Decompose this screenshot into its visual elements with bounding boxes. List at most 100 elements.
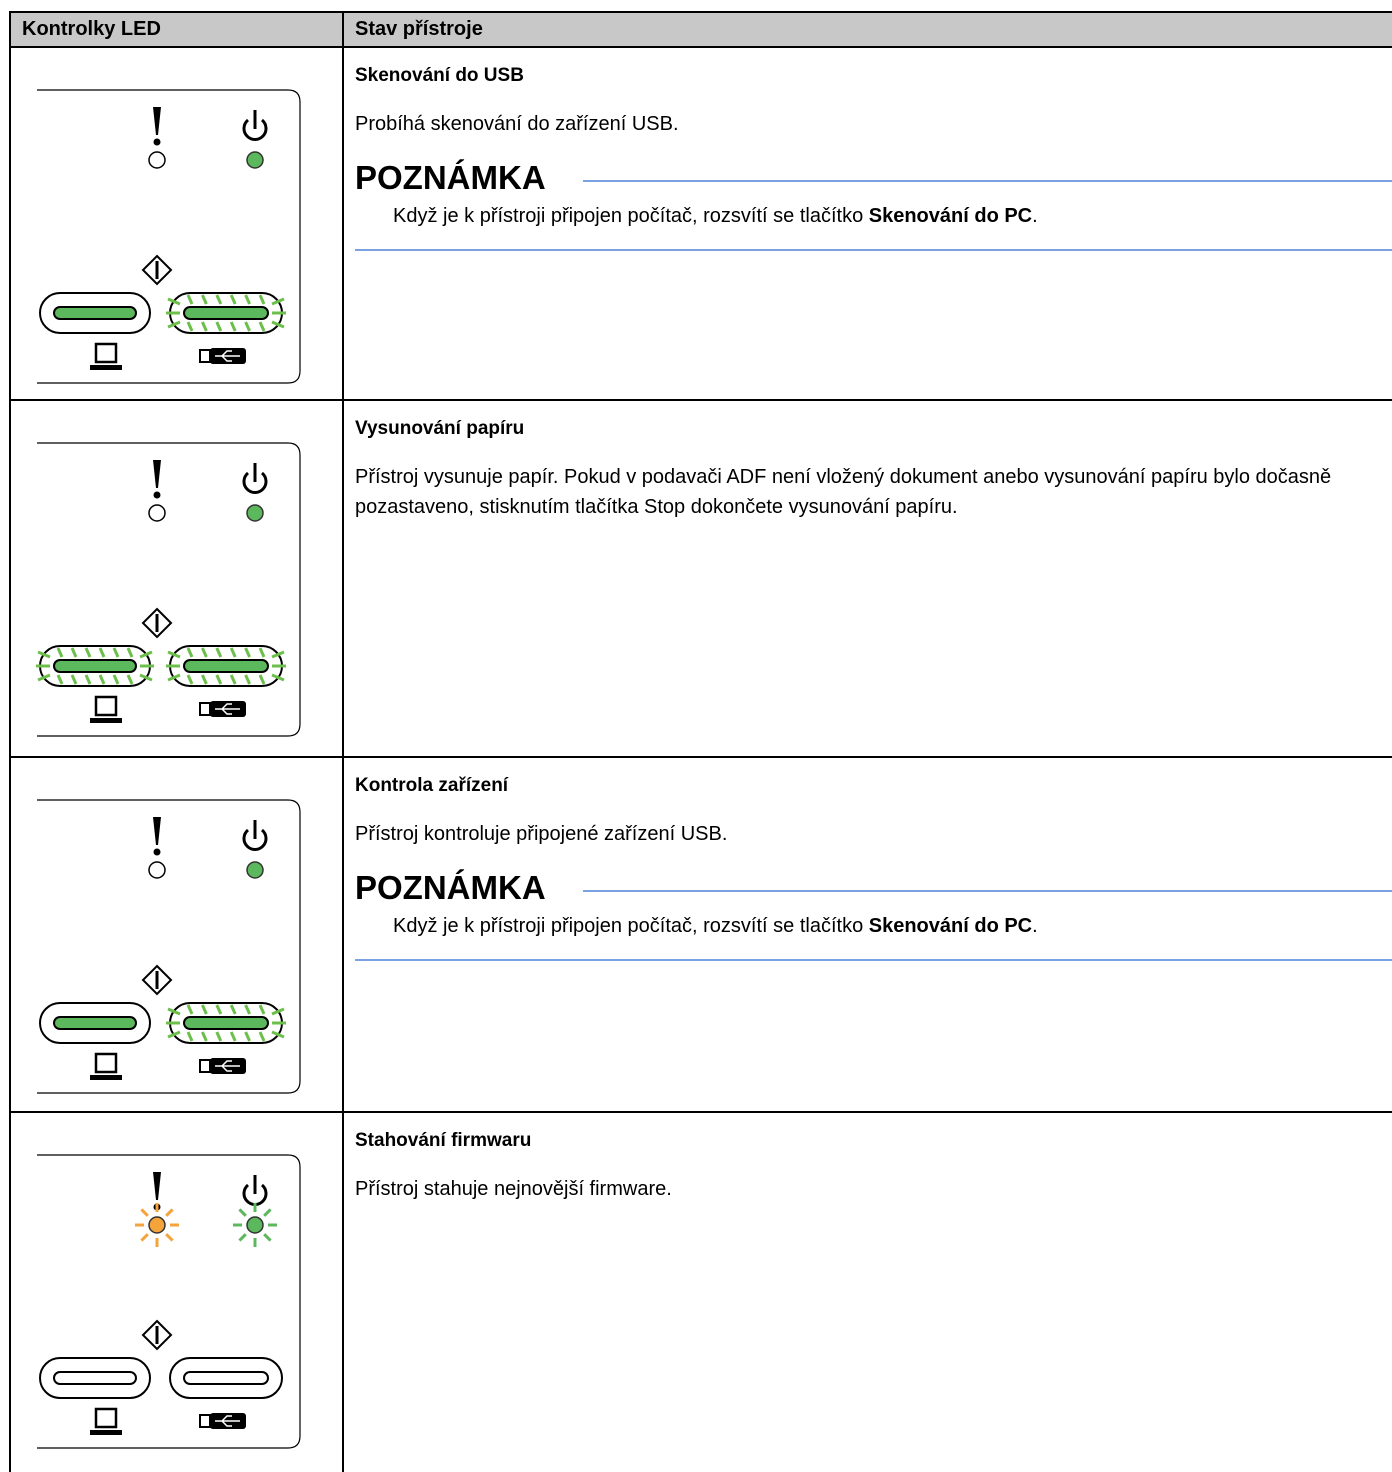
usb-icon <box>215 703 240 715</box>
glow-ray <box>258 674 266 685</box>
pc-icon <box>90 1075 122 1080</box>
glow-ray <box>98 674 106 685</box>
led-ray <box>263 1208 272 1217</box>
glow-ray <box>167 320 181 329</box>
power-icon <box>242 471 268 494</box>
led-ray <box>140 1208 149 1217</box>
usb-icon <box>215 1415 240 1427</box>
panel-outline <box>37 799 301 1094</box>
glow-ray <box>244 1031 251 1042</box>
glow-ray <box>112 674 120 685</box>
note-rule <box>355 249 1392 251</box>
glow-ray <box>186 674 194 685</box>
glow-ray <box>258 647 266 658</box>
usb-icon <box>199 1059 211 1073</box>
led-ray <box>165 1208 174 1217</box>
glow-ray <box>229 294 237 305</box>
status-cell: Skenování do USB Probíhá skenování do zař… <box>343 47 1392 400</box>
border <box>10 1111 1392 1113</box>
glow-ray <box>215 294 223 305</box>
border <box>10 46 1392 48</box>
border <box>10 399 1392 401</box>
led-panel <box>37 1154 301 1449</box>
led <box>246 861 264 879</box>
error-icon <box>153 848 161 856</box>
border <box>9 11 11 1472</box>
usb-icon <box>199 349 211 363</box>
header-cell: Kontrolky LED <box>10 12 343 47</box>
led <box>148 861 166 879</box>
glow-ray <box>258 1031 266 1042</box>
glow-ray <box>201 647 208 658</box>
led <box>246 151 264 169</box>
glow-ray <box>258 1004 266 1015</box>
glow-ray <box>112 647 120 658</box>
button-light <box>53 659 137 673</box>
status-title: Kontrola zařízení <box>355 775 509 796</box>
glow-ray <box>70 674 78 685</box>
glow-ray <box>186 1031 194 1042</box>
glow-ray <box>271 1007 285 1016</box>
glow-ray <box>167 673 181 682</box>
glow-ray <box>244 674 251 685</box>
glow-ray <box>244 647 251 658</box>
note-rule <box>583 180 1392 182</box>
glow-ray <box>167 1007 181 1016</box>
button-light <box>183 1371 269 1385</box>
glow-ray <box>271 1030 285 1039</box>
glow-ray <box>215 1004 223 1015</box>
led-panel <box>36 442 301 737</box>
note-end: . <box>1032 205 1038 227</box>
button-light <box>53 1371 137 1385</box>
glow-ray <box>70 647 78 658</box>
glow-ray <box>186 1004 194 1015</box>
button-light <box>53 1016 137 1030</box>
pc-icon <box>94 1052 118 1074</box>
glow-ray <box>271 297 285 306</box>
led-panel <box>37 89 301 384</box>
status-title: Skenování do USB <box>355 65 524 86</box>
glow-ray <box>126 674 134 685</box>
glow-ray <box>215 647 223 658</box>
led <box>148 504 166 522</box>
glow-ray <box>37 673 51 682</box>
glow-ray <box>244 294 251 305</box>
panel-outline <box>37 89 301 384</box>
note-emphasis: Skenování do PC <box>868 205 1033 227</box>
usb-icon <box>199 702 211 716</box>
status-cell: Stahování firmwaru Přístroj stahuje nejno… <box>343 1112 1392 1472</box>
error-icon <box>153 107 161 135</box>
glow-ray <box>271 320 285 329</box>
border <box>10 11 1392 13</box>
led-ray <box>238 1233 247 1242</box>
led-ray <box>140 1233 149 1242</box>
note-label: POZNÁMKA <box>355 159 546 196</box>
status-title: Vysunování papíru <box>355 418 525 439</box>
glow-ray <box>229 321 237 332</box>
pc-icon <box>94 1407 118 1429</box>
glow-ray <box>201 1004 208 1015</box>
border <box>10 756 1392 758</box>
glow-ray <box>258 321 266 332</box>
glow-ray <box>139 673 153 682</box>
led <box>246 504 264 522</box>
usb-icon <box>215 350 240 362</box>
led-panel <box>37 799 301 1094</box>
glow-ray <box>56 647 64 658</box>
glow-ray <box>37 650 51 659</box>
usb-icon <box>215 1060 240 1072</box>
glow-ray <box>167 297 181 306</box>
led <box>148 1216 166 1234</box>
glow-ray <box>186 321 194 332</box>
note-text: Když je k přístroji připojen počítač, ro… <box>393 915 1038 938</box>
status-description: Přístroj vysunuje papír. Pokud v podavač… <box>355 466 1332 518</box>
start-icon <box>141 254 173 286</box>
border <box>342 11 344 1472</box>
start-icon <box>141 607 173 639</box>
glow-ray <box>271 650 285 659</box>
pc-icon <box>94 342 118 364</box>
header-cell: Stav přístroje <box>343 12 1392 47</box>
glow-ray <box>139 650 153 659</box>
glow-ray <box>186 294 194 305</box>
